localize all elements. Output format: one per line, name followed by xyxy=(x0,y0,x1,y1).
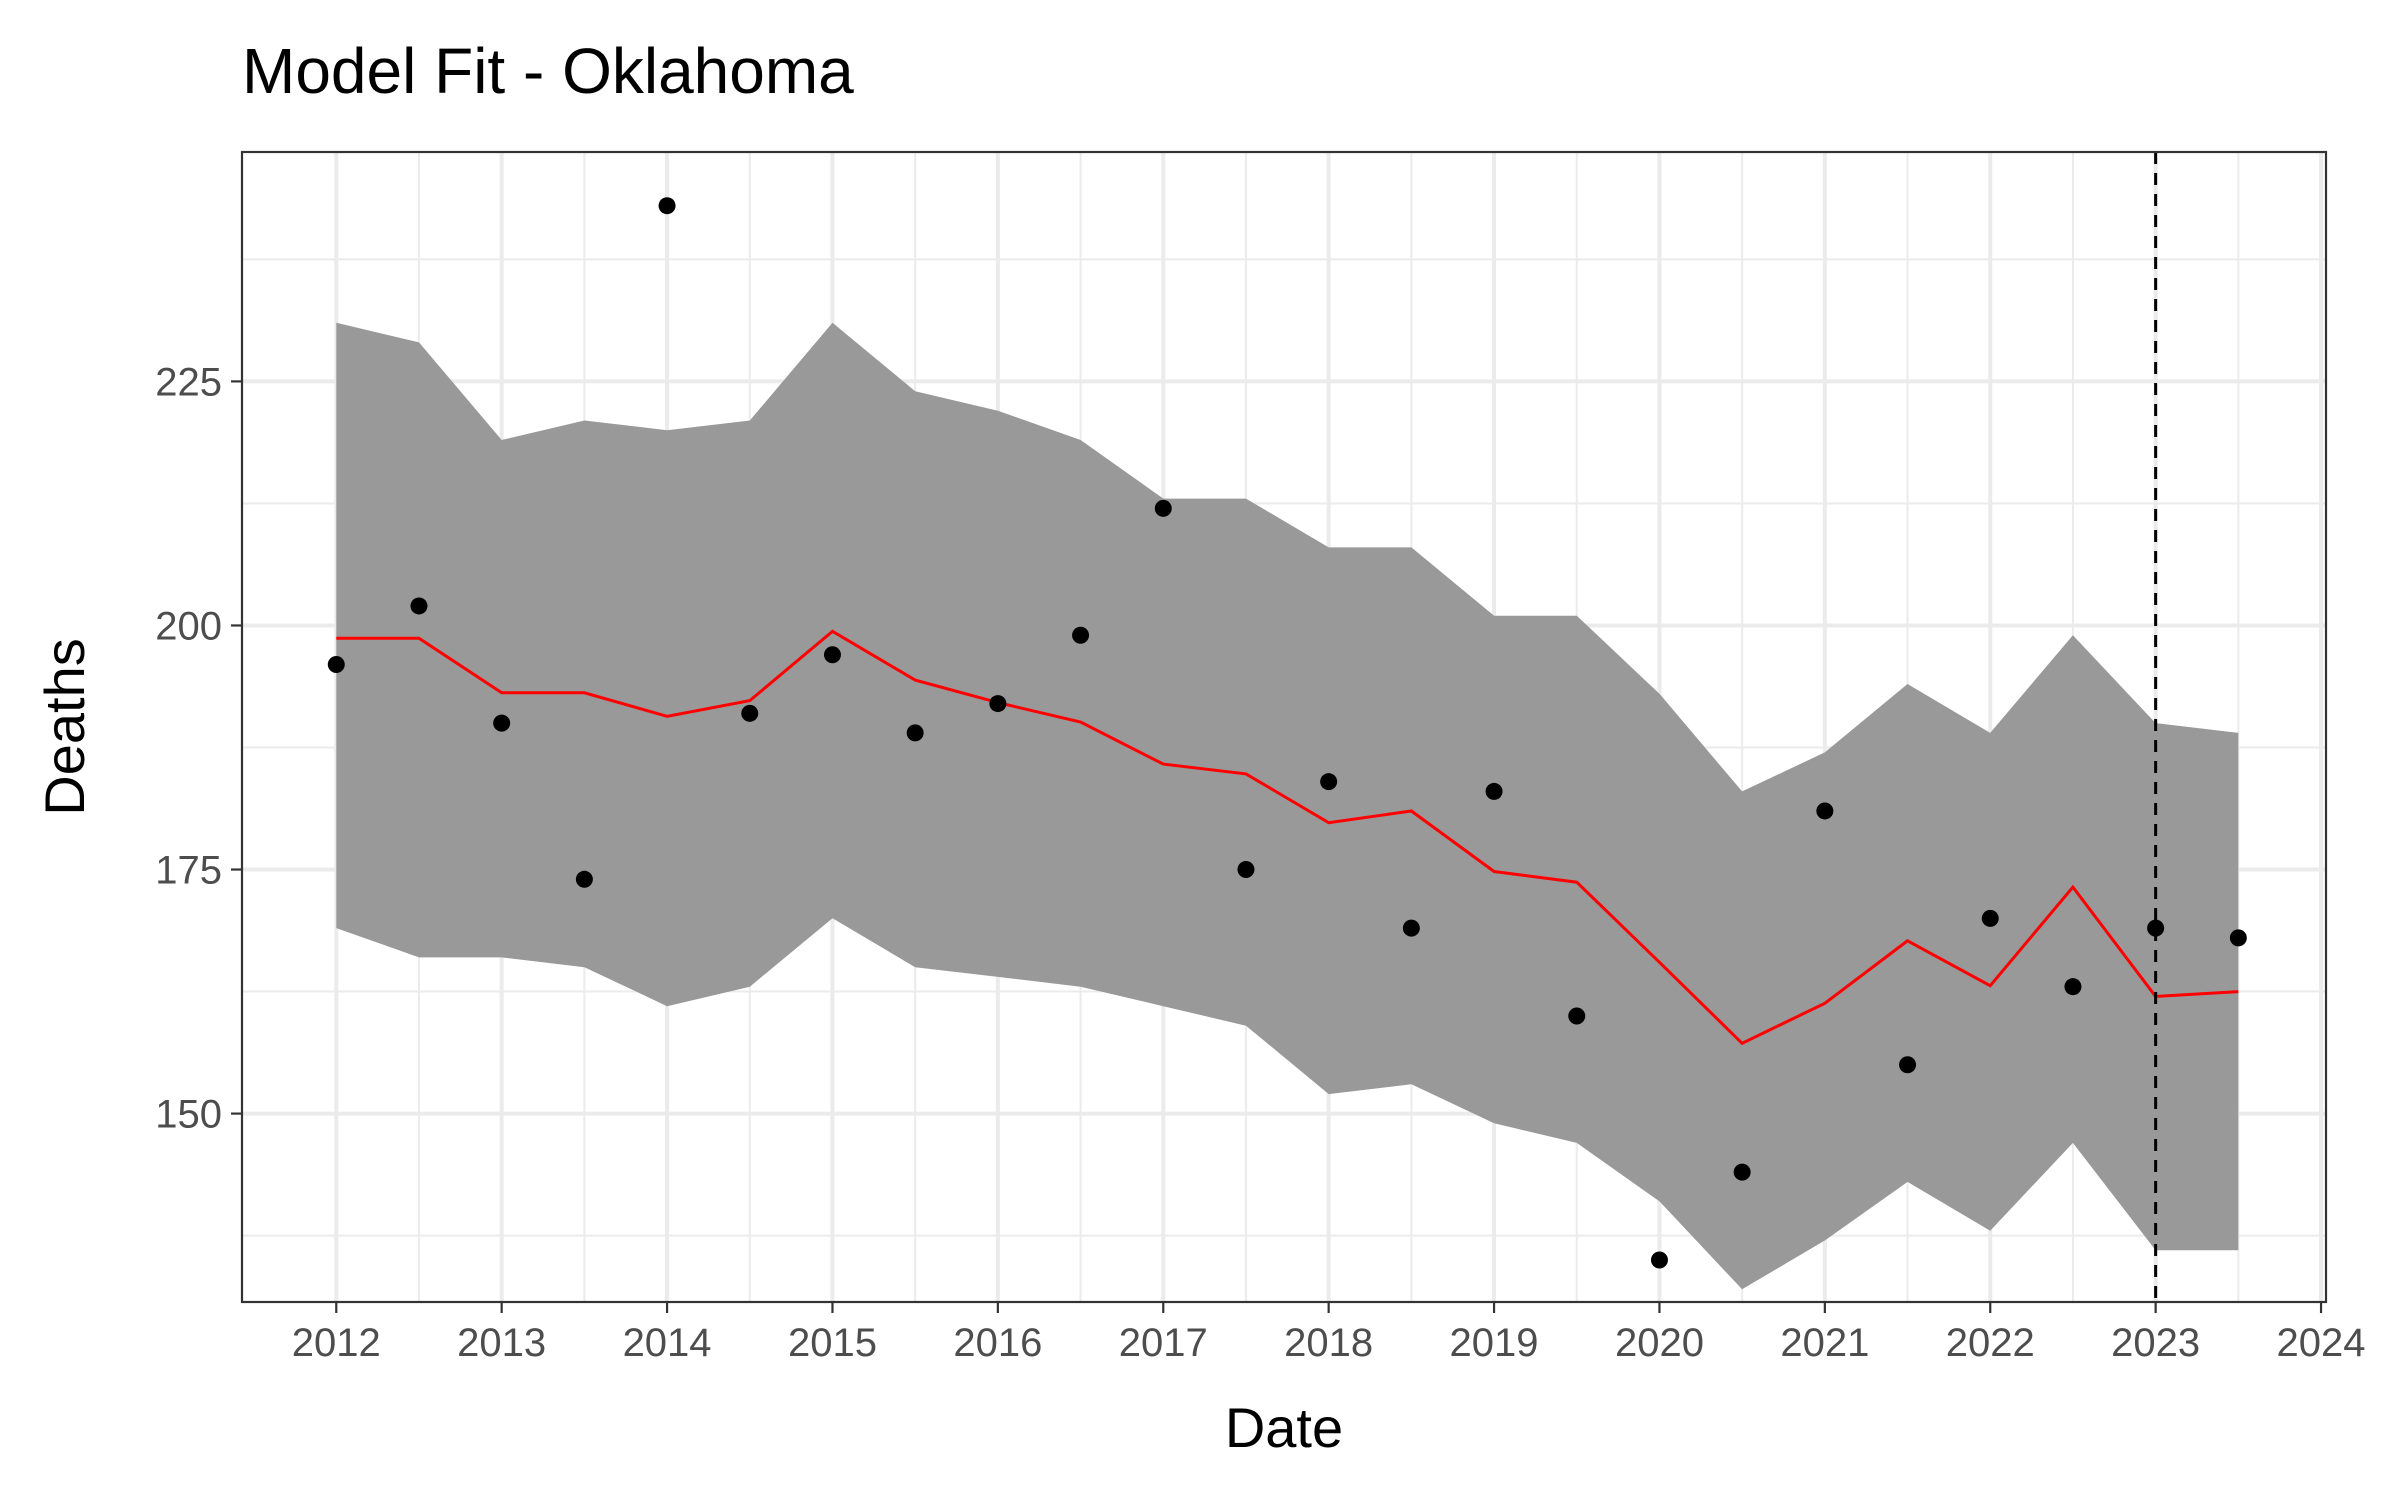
y-tick-label: 225 xyxy=(155,360,222,404)
x-tick-label: 2020 xyxy=(1615,1321,1704,1365)
data-point xyxy=(1154,499,1172,517)
data-point xyxy=(1568,1007,1586,1025)
data-point xyxy=(1237,861,1255,879)
data-point xyxy=(493,714,511,732)
data-points-layer xyxy=(327,197,2247,1269)
x-tick-label: 2015 xyxy=(788,1321,877,1365)
data-point xyxy=(1485,782,1503,800)
chart-title: Model Fit - Oklahoma xyxy=(242,35,854,107)
data-point xyxy=(989,695,1007,713)
x-tick-label: 2016 xyxy=(953,1321,1042,1365)
data-point xyxy=(1650,1251,1668,1269)
x-tick-label: 2022 xyxy=(1946,1321,2035,1365)
fit-line xyxy=(336,629,2239,1046)
data-point xyxy=(410,597,428,615)
x-tick-label: 2019 xyxy=(1450,1321,1539,1365)
y-axis-title: Deaths xyxy=(33,638,96,815)
data-point xyxy=(2229,929,2247,947)
y-tick-label: 175 xyxy=(155,849,222,893)
x-axis: 2012 2013 2014 2015 2016 2017 2018 2019 2020 2021… xyxy=(292,1302,2366,1365)
x-axis-title: Date xyxy=(1225,1396,1343,1459)
x-tick-label: 2024 xyxy=(2277,1321,2366,1365)
data-point xyxy=(741,704,759,722)
data-point xyxy=(1816,802,1834,820)
data-point xyxy=(327,656,345,674)
data-point xyxy=(1072,626,1090,644)
data-point xyxy=(2064,978,2082,996)
x-tick-label: 2021 xyxy=(1780,1321,1869,1365)
x-tick-label: 2023 xyxy=(2111,1321,2200,1365)
data-point xyxy=(1899,1056,1917,1074)
data-point xyxy=(1320,773,1338,791)
data-point xyxy=(1733,1163,1751,1181)
y-tick-label: 200 xyxy=(155,604,222,648)
plot-panel-border xyxy=(240,150,2328,1304)
data-point xyxy=(906,724,924,742)
data-point xyxy=(2147,919,2165,937)
data-point xyxy=(658,197,676,215)
y-axis: 150 175 200 225 xyxy=(155,360,242,1137)
data-point xyxy=(1981,909,1999,927)
y-tick-label: 150 xyxy=(155,1093,222,1137)
confidence-band xyxy=(336,322,2239,1290)
x-tick-label: 2012 xyxy=(292,1321,381,1365)
data-point xyxy=(823,646,841,664)
x-tick-label: 2014 xyxy=(623,1321,712,1365)
x-tick-label: 2017 xyxy=(1119,1321,1208,1365)
fit-line-layer xyxy=(336,629,2239,1046)
x-tick-label: 2013 xyxy=(457,1321,546,1365)
data-point xyxy=(575,870,593,888)
confidence-band-layer xyxy=(336,322,2239,1290)
data-point xyxy=(1402,919,1420,937)
x-tick-label: 2018 xyxy=(1284,1321,1373,1365)
